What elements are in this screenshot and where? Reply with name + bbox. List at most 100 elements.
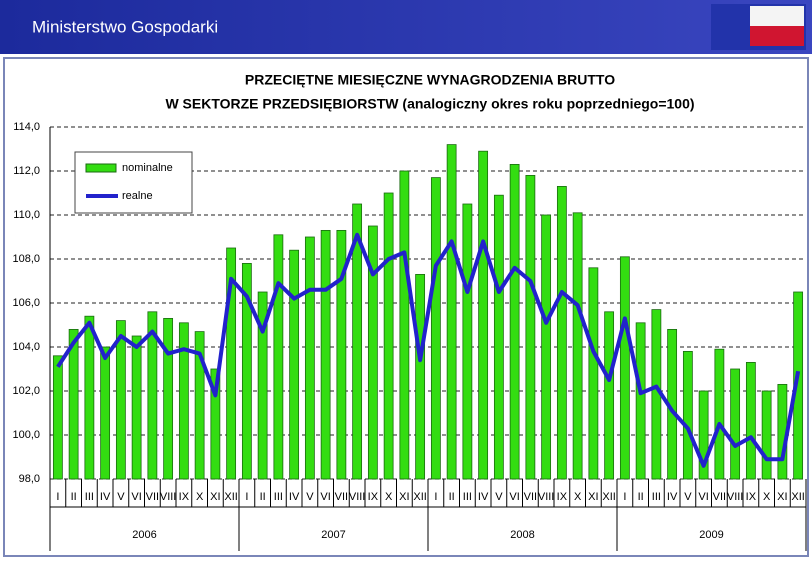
x-tick-label: X: [574, 491, 582, 503]
x-tick-label: III: [652, 491, 661, 503]
bar: [241, 262, 252, 480]
x-tick-label: IX: [368, 491, 379, 503]
x-tick-label: II: [449, 491, 455, 503]
bar: [635, 322, 646, 480]
x-tick-label: VII: [335, 491, 348, 503]
bar: [115, 320, 126, 480]
x-tick-label: V: [495, 491, 503, 503]
group-label: 2008: [510, 529, 534, 541]
legend-label: realne: [122, 190, 153, 202]
bar: [462, 203, 473, 480]
x-tick-label: XII: [224, 491, 237, 503]
x-tick-label: III: [85, 491, 94, 503]
bar: [304, 236, 315, 480]
x-tick-label: VII: [524, 491, 537, 503]
bar: [619, 256, 630, 480]
header-bar: [0, 0, 812, 54]
bar: [163, 317, 174, 480]
bar: [194, 331, 205, 480]
x-tick-label: III: [463, 491, 472, 503]
x-tick-label: XII: [413, 491, 426, 503]
x-tick-label: V: [684, 491, 692, 503]
bar: [367, 225, 378, 480]
y-tick-label: 106,0: [12, 297, 40, 309]
x-tick-label: VIII: [160, 491, 177, 503]
bar: [525, 174, 536, 480]
x-tick-label: VII: [146, 491, 159, 503]
x-tick-label: III: [274, 491, 283, 503]
x-tick-label: VI: [131, 491, 141, 503]
y-tick-label: 108,0: [12, 253, 40, 265]
bar: [604, 311, 615, 480]
y-tick-label: 102,0: [12, 385, 40, 397]
line: [56, 232, 801, 468]
bar: [178, 322, 189, 480]
bar: [588, 267, 599, 480]
x-tick-label: IV: [289, 491, 300, 503]
bar: [100, 346, 111, 480]
bar: [289, 249, 300, 480]
bar: [714, 348, 725, 480]
x-tick-label: IV: [478, 491, 489, 503]
bar: [147, 311, 158, 480]
x-tick-label: II: [260, 491, 266, 503]
bar: [273, 234, 284, 480]
bar: [446, 144, 457, 480]
x-tick-label: IV: [100, 491, 111, 503]
x-tick-label: XII: [602, 491, 615, 503]
x-tick-label: IX: [746, 491, 757, 503]
x-tick-label: XI: [588, 491, 598, 503]
x-tick-label: XI: [399, 491, 409, 503]
bar: [415, 273, 426, 480]
x-tick-label: XI: [777, 491, 787, 503]
bar: [730, 368, 741, 480]
bar: [682, 350, 693, 480]
y-tick-label: 98,0: [19, 473, 40, 485]
bar: [257, 291, 268, 480]
bar: [399, 170, 410, 480]
x-tick-label: IV: [667, 491, 678, 503]
x-tick-label: II: [71, 491, 77, 503]
header-title: Ministerstwo Gospodarki: [32, 17, 218, 36]
x-tick-label: I: [623, 491, 626, 503]
legend-swatch: [85, 163, 117, 173]
bar: [320, 229, 331, 480]
group-label: 2006: [132, 529, 156, 541]
x-tick-label: VIII: [349, 491, 366, 503]
legend-label: nominalne: [122, 162, 173, 174]
x-tick-label: V: [306, 491, 314, 503]
bar: [478, 150, 489, 480]
y-tick-label: 100,0: [12, 429, 40, 441]
bar: [761, 390, 772, 480]
y-tick-label: 114,0: [13, 121, 40, 133]
bar: [336, 229, 347, 480]
x-tick-label: XII: [791, 491, 804, 503]
bar: [541, 214, 552, 480]
bar: [131, 335, 142, 480]
chart-subtitle: W SEKTORZE PRZEDSIĘBIORSTW (analogiczny …: [165, 96, 694, 112]
bar: [430, 177, 441, 480]
bar: [383, 192, 394, 480]
x-tick-label: IX: [557, 491, 568, 503]
x-tick-label: VIII: [727, 491, 744, 503]
x-tick-label: VII: [713, 491, 726, 503]
x-tick-label: XI: [210, 491, 220, 503]
chart-title: PRZECIĘTNE MIESIĘCZNE WYNAGRODZENIA BRUT…: [245, 72, 615, 88]
x-tick-label: X: [763, 491, 771, 503]
group-label: 2007: [321, 529, 345, 541]
bar: [68, 328, 79, 480]
bar: [84, 315, 95, 480]
x-tick-label: II: [638, 491, 644, 503]
x-tick-label: V: [117, 491, 125, 503]
bar: [52, 355, 63, 480]
y-tick-label: 104,0: [12, 341, 40, 353]
logo: [711, 4, 806, 50]
bar: [698, 390, 709, 480]
x-tick-label: I: [245, 491, 248, 503]
bar: [226, 247, 237, 480]
y-tick-label: 110,0: [13, 209, 40, 221]
bar: [745, 361, 756, 480]
x-tick-label: X: [196, 491, 204, 503]
